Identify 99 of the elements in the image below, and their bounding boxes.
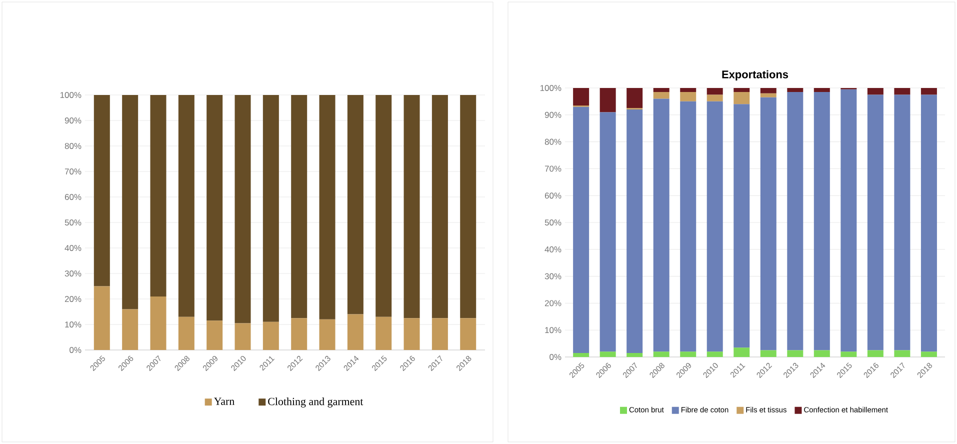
y-tick-label: 40% <box>64 244 82 251</box>
bar <box>573 106 590 353</box>
bar <box>262 94 279 322</box>
bar <box>600 352 616 357</box>
bar <box>867 88 884 95</box>
bar <box>706 352 723 357</box>
bar <box>814 88 830 92</box>
bar <box>706 94 723 102</box>
bar <box>573 88 590 106</box>
bar <box>94 286 110 350</box>
bar <box>760 88 776 94</box>
bar <box>432 318 448 350</box>
bar <box>626 110 643 353</box>
bar <box>122 94 138 310</box>
bar <box>653 88 670 92</box>
bar <box>319 94 336 320</box>
bar <box>460 318 476 350</box>
bar <box>787 350 804 357</box>
y-tick-label: 50% <box>544 219 562 226</box>
bar <box>94 94 110 286</box>
bar <box>404 318 420 350</box>
bar <box>626 352 643 357</box>
bar <box>680 88 696 92</box>
bar <box>347 314 364 350</box>
y-tick-label: 10% <box>545 327 562 334</box>
bar <box>760 93 776 98</box>
bar <box>680 352 696 357</box>
y-tick-label: 20% <box>64 296 82 302</box>
y-tick-label: 80% <box>64 142 82 149</box>
bar <box>122 309 138 350</box>
y-tick-label: 0% <box>550 354 562 360</box>
bar <box>734 88 750 92</box>
bar <box>920 352 937 357</box>
bar <box>319 319 336 350</box>
bar <box>680 92 696 102</box>
bar <box>894 88 910 95</box>
bar <box>376 316 392 350</box>
chart-title: Exportations <box>722 70 788 80</box>
bar <box>867 94 884 350</box>
bar <box>573 352 590 357</box>
y-tick-label: 90% <box>544 112 562 118</box>
bar <box>626 88 643 108</box>
bar <box>760 97 776 350</box>
bar <box>600 88 616 112</box>
bar <box>150 94 166 296</box>
y-tick-label: 10% <box>65 321 82 328</box>
y-tick-label: 100% <box>540 84 562 91</box>
bar <box>206 94 223 321</box>
y-tick-label: 60% <box>544 192 562 199</box>
bar <box>291 94 308 318</box>
bar <box>653 98 670 352</box>
y-tick-label: 90% <box>64 117 82 124</box>
bar <box>867 350 884 357</box>
bar <box>600 112 616 352</box>
bar <box>653 92 670 99</box>
bar <box>734 92 750 104</box>
bar <box>234 94 251 324</box>
bar <box>894 350 910 357</box>
bar <box>347 94 364 314</box>
y-tick-label: 70% <box>544 166 562 172</box>
bar <box>653 352 670 357</box>
y-tick-label: 30% <box>544 273 562 280</box>
bar <box>178 94 194 317</box>
bar <box>680 101 696 352</box>
legend-label: Yarn <box>214 398 234 406</box>
bar <box>432 94 448 318</box>
y-tick-label: 60% <box>64 194 82 200</box>
y-tick-label: 70% <box>64 168 82 174</box>
bar <box>460 94 476 318</box>
bar <box>150 296 166 350</box>
bar <box>262 322 279 350</box>
bar <box>734 348 750 357</box>
y-tick-label: 30% <box>64 270 82 276</box>
bar <box>814 350 830 357</box>
y-tick-label: 40% <box>544 246 562 252</box>
legend-label: Clothing and garment <box>268 398 364 408</box>
bar <box>894 94 910 350</box>
bar <box>760 350 776 357</box>
bar <box>376 94 392 317</box>
bar <box>404 94 420 318</box>
bar <box>706 101 723 352</box>
bar <box>814 92 830 350</box>
bar <box>234 323 251 350</box>
y-tick-label: 20% <box>544 300 562 306</box>
y-tick-label: 50% <box>64 219 82 226</box>
bar <box>787 88 804 92</box>
bar <box>206 320 223 350</box>
bar <box>840 352 857 357</box>
y-tick-label: 80% <box>544 138 562 145</box>
bar <box>706 88 723 95</box>
y-tick-label: 100% <box>60 92 82 98</box>
bar <box>291 318 308 350</box>
bar <box>920 88 937 95</box>
bar <box>840 89 857 352</box>
bar <box>178 316 194 350</box>
bar <box>920 94 937 352</box>
y-tick-label: 0% <box>70 346 82 353</box>
bar <box>734 104 750 348</box>
bar <box>787 92 804 350</box>
